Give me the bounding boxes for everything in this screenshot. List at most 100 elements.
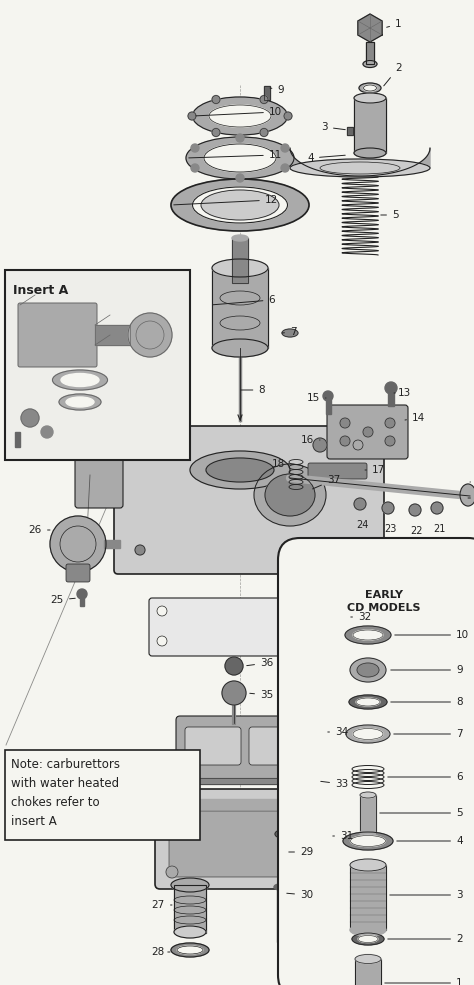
Circle shape — [409, 504, 421, 516]
Ellipse shape — [355, 954, 381, 963]
Circle shape — [236, 134, 244, 142]
Circle shape — [128, 313, 172, 357]
Text: 21: 21 — [433, 524, 445, 534]
Ellipse shape — [363, 60, 377, 68]
Text: 10: 10 — [196, 107, 282, 117]
Ellipse shape — [209, 105, 271, 127]
Bar — [354, 98, 386, 153]
Text: 29: 29 — [289, 847, 313, 857]
Text: 5: 5 — [381, 210, 399, 220]
Circle shape — [281, 144, 289, 152]
Circle shape — [260, 128, 268, 137]
Circle shape — [225, 657, 243, 675]
Ellipse shape — [212, 259, 268, 277]
Ellipse shape — [53, 370, 108, 390]
Text: 19: 19 — [470, 477, 474, 487]
Ellipse shape — [352, 933, 384, 945]
Bar — [347, 127, 353, 135]
Ellipse shape — [360, 830, 376, 836]
Circle shape — [385, 382, 397, 394]
Text: 7: 7 — [394, 729, 463, 739]
Text: 10: 10 — [395, 630, 469, 640]
Ellipse shape — [356, 698, 380, 706]
Text: 34: 34 — [328, 727, 348, 737]
Text: 9: 9 — [391, 665, 463, 675]
Ellipse shape — [350, 658, 386, 682]
Text: 2: 2 — [388, 934, 463, 944]
Circle shape — [312, 800, 324, 812]
Text: 33: 33 — [321, 779, 348, 789]
Text: 25: 25 — [51, 595, 75, 605]
Text: 2: 2 — [384, 63, 401, 86]
Text: 4: 4 — [397, 836, 463, 846]
Circle shape — [431, 502, 443, 514]
Ellipse shape — [460, 484, 474, 506]
Ellipse shape — [204, 144, 276, 172]
Text: 15: 15 — [307, 393, 326, 403]
Bar — [95, 325, 130, 345]
Circle shape — [166, 866, 178, 878]
Circle shape — [353, 545, 363, 555]
Circle shape — [135, 440, 145, 450]
Ellipse shape — [212, 339, 268, 357]
Bar — [104, 540, 120, 548]
Bar — [165, 799, 325, 809]
FancyBboxPatch shape — [18, 303, 97, 367]
Circle shape — [353, 440, 363, 450]
Text: 31: 31 — [333, 831, 353, 841]
Bar — [174, 885, 206, 933]
Ellipse shape — [350, 835, 385, 846]
Text: 6: 6 — [213, 295, 275, 305]
Circle shape — [191, 144, 199, 152]
Ellipse shape — [190, 451, 290, 489]
Circle shape — [281, 164, 289, 172]
FancyBboxPatch shape — [66, 564, 90, 582]
Text: 3: 3 — [321, 122, 345, 132]
Circle shape — [332, 636, 342, 646]
Circle shape — [222, 681, 246, 705]
Polygon shape — [290, 148, 430, 176]
Text: 5: 5 — [380, 808, 463, 818]
Circle shape — [157, 606, 167, 616]
Circle shape — [157, 636, 167, 646]
Bar — [347, 127, 353, 135]
Ellipse shape — [192, 97, 288, 135]
Circle shape — [50, 516, 106, 572]
Ellipse shape — [358, 936, 378, 943]
Bar — [388, 388, 394, 406]
Ellipse shape — [186, 137, 294, 179]
Ellipse shape — [349, 695, 387, 709]
Circle shape — [260, 96, 268, 103]
Ellipse shape — [364, 85, 376, 91]
Text: 7: 7 — [282, 327, 297, 337]
Text: 22: 22 — [411, 526, 423, 536]
Text: 28: 28 — [152, 947, 170, 957]
Ellipse shape — [59, 394, 101, 410]
Text: 27: 27 — [152, 900, 172, 910]
FancyBboxPatch shape — [114, 426, 384, 574]
Circle shape — [188, 112, 196, 120]
Ellipse shape — [192, 187, 288, 223]
Ellipse shape — [345, 626, 391, 644]
FancyBboxPatch shape — [75, 447, 123, 508]
Circle shape — [354, 498, 366, 510]
Bar — [354, 98, 386, 153]
Ellipse shape — [229, 698, 239, 704]
Ellipse shape — [61, 373, 99, 386]
Text: EARLY
CD MODELS: EARLY CD MODELS — [347, 590, 421, 614]
Text: Note: carburettors
with water heated
chokes refer to
insert A: Note: carburettors with water heated cho… — [11, 758, 120, 828]
Bar — [212, 268, 268, 348]
Bar — [188, 778, 318, 784]
Bar — [360, 795, 376, 833]
Bar — [277, 887, 284, 942]
Ellipse shape — [171, 943, 209, 957]
Circle shape — [340, 436, 350, 446]
Text: 17: 17 — [365, 465, 385, 475]
FancyBboxPatch shape — [278, 538, 474, 985]
Bar — [277, 887, 284, 942]
Circle shape — [21, 409, 39, 427]
Bar — [232, 238, 248, 283]
FancyBboxPatch shape — [149, 598, 350, 656]
FancyBboxPatch shape — [327, 405, 408, 459]
Text: 14: 14 — [405, 413, 425, 423]
